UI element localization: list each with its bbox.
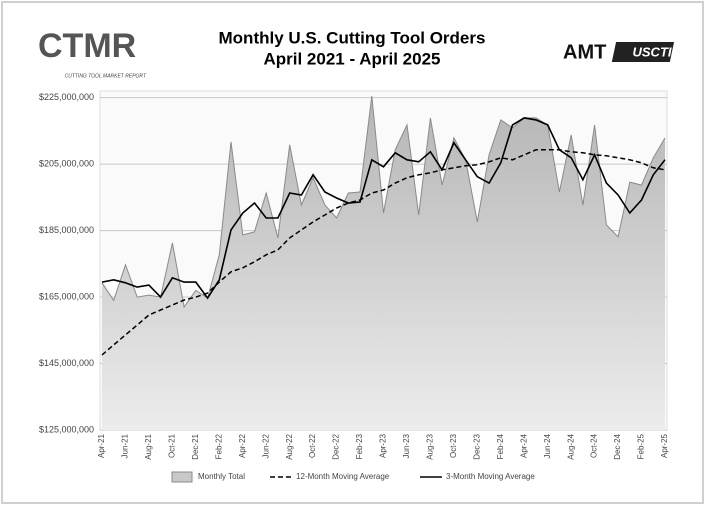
x-tick-label: Aug-21 xyxy=(144,433,153,459)
x-tick-label: Aug-23 xyxy=(426,433,435,459)
x-tick-label: Oct-21 xyxy=(167,433,176,458)
line xyxy=(101,117,666,300)
x-tick-label: Feb-25 xyxy=(637,433,646,459)
x-tick-label: Jun-22 xyxy=(261,433,270,458)
x-tick-label: Apr-23 xyxy=(379,433,388,458)
y-tick-label: $185,000,000 xyxy=(39,225,94,235)
x-tick-label: Apr-22 xyxy=(238,433,247,458)
x-tick-label: Dec-23 xyxy=(472,433,481,459)
area-fill xyxy=(102,96,665,430)
y-tick-label: $125,000,000 xyxy=(39,424,94,434)
x-tick-label: Oct-22 xyxy=(308,433,317,458)
y-tick-label: $165,000,000 xyxy=(39,291,94,301)
x-tick-label: Dec-21 xyxy=(191,433,200,459)
x-tick-label: Apr-25 xyxy=(660,433,669,458)
logo: USCTI xyxy=(633,44,672,59)
logo-badge xyxy=(611,42,675,62)
x-tick-label: Jun-21 xyxy=(121,433,130,458)
legend-swatch xyxy=(171,471,193,483)
legend-label: 3-Month Moving Average xyxy=(446,472,535,481)
logo: AMT xyxy=(563,41,606,63)
x-tick-label: Feb-23 xyxy=(355,433,364,459)
logo: CTMR xyxy=(38,27,136,65)
x-tick-label: Aug-24 xyxy=(566,433,575,459)
x-tick-label: Apr-24 xyxy=(519,433,528,458)
x-tick-label: Dec-24 xyxy=(613,433,622,459)
x-tick-label: Dec-22 xyxy=(332,433,341,459)
line xyxy=(101,149,666,356)
y-tick-label: $205,000,000 xyxy=(39,158,94,168)
x-tick-label: Feb-22 xyxy=(214,433,223,459)
chart-title: Monthly U.S. Cutting Tool Orders xyxy=(219,28,486,47)
x-tick-label: Feb-24 xyxy=(496,433,505,459)
logo-tagline: CUTTING TOOL MARKET REPORT xyxy=(65,73,147,79)
y-tick-label: $225,000,000 xyxy=(39,92,94,102)
x-tick-label: Apr-21 xyxy=(97,433,106,458)
x-tick-label: Aug-22 xyxy=(285,433,294,459)
x-tick-label: Jun-23 xyxy=(402,433,411,458)
y-tick-label: $145,000,000 xyxy=(39,358,94,368)
x-tick-label: Jun-24 xyxy=(543,433,552,458)
x-tick-label: Oct-23 xyxy=(449,433,458,458)
legend-label: Monthly Total xyxy=(198,472,245,481)
area-line xyxy=(101,95,666,309)
legend-label: 12-Month Moving Average xyxy=(296,472,390,481)
chart-subtitle: April 2021 - April 2025 xyxy=(263,49,440,68)
x-tick-label: Oct-24 xyxy=(590,433,599,458)
